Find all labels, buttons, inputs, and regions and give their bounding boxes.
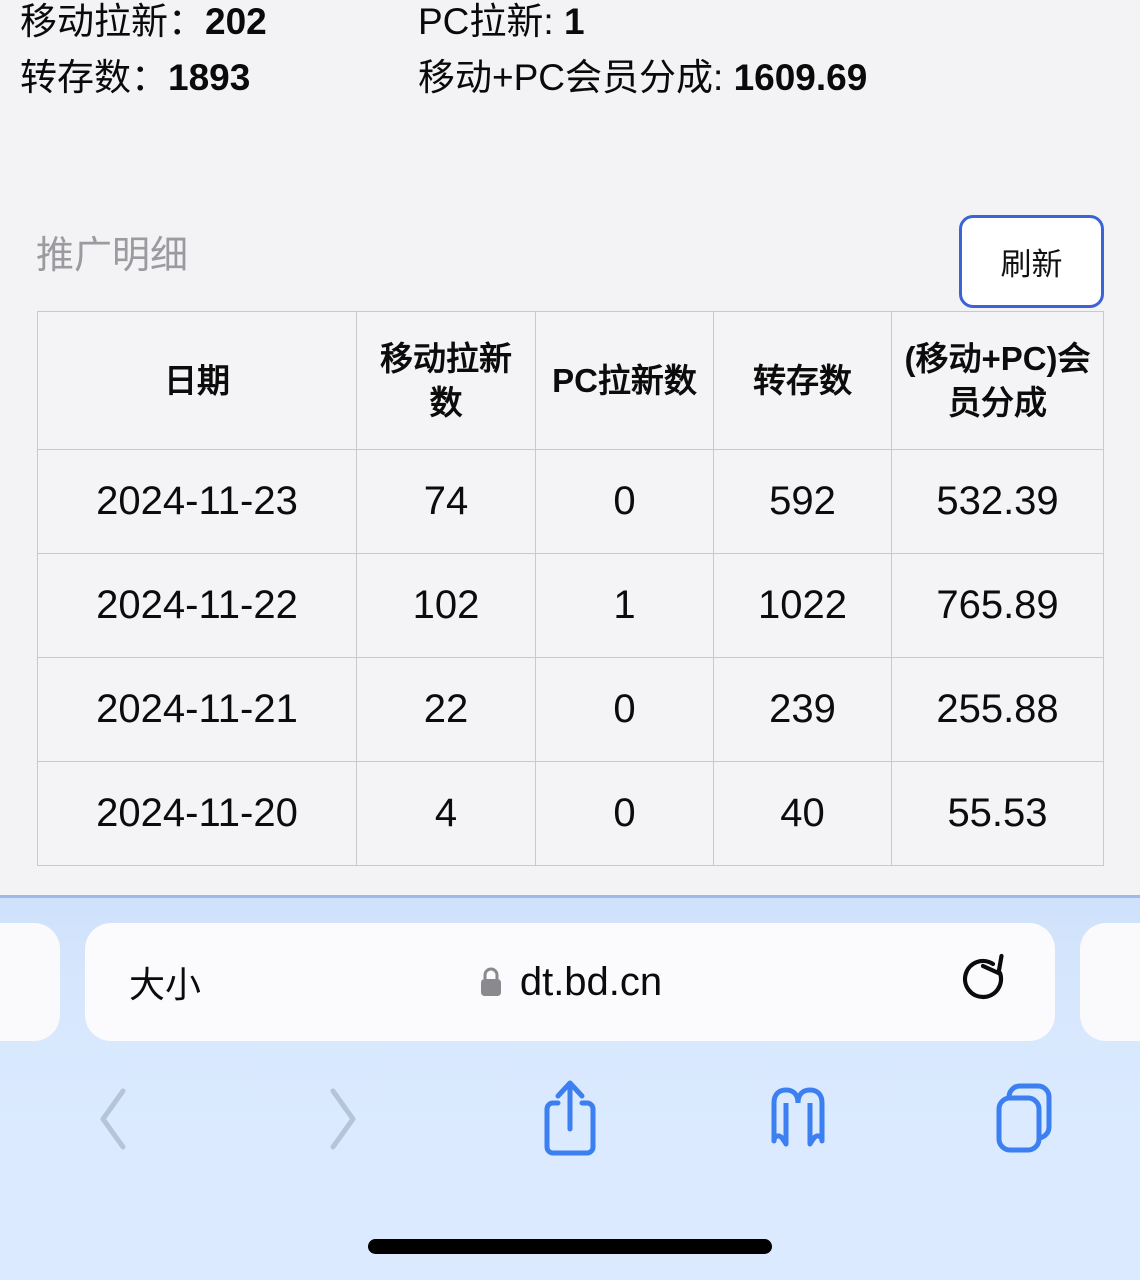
safari-tab-bar: 大小 dt.bd.cn bbox=[0, 923, 1140, 1041]
table-row: 2024-11-20 4 0 40 55.53 bbox=[37, 761, 1104, 866]
summary-stats: 移动拉新：202 PC拉新: 1 转存数：1893 移动+PC会员分成: 160… bbox=[0, 0, 1140, 106]
cell-transfer: 1022 bbox=[713, 553, 892, 658]
cell-mobile-new: 74 bbox=[356, 449, 536, 554]
cell-transfer: 40 bbox=[713, 761, 892, 866]
reload-button[interactable] bbox=[949, 923, 1019, 1041]
stat-pc-new: PC拉新: 1 bbox=[418, 0, 585, 50]
cell-mobile-new: 102 bbox=[356, 553, 536, 658]
cell-pc-new: 0 bbox=[535, 761, 714, 866]
table-head: 日期 移动拉新数 PC拉新数 转存数 (移动+PC)会员分成 bbox=[37, 311, 1104, 450]
cell-mobile-new: 4 bbox=[356, 761, 536, 866]
lock-icon bbox=[478, 965, 504, 999]
table-row: 2024-11-22 102 1 1022 765.89 bbox=[37, 553, 1104, 658]
cell-mobile-new: 22 bbox=[356, 657, 536, 762]
column-header-transfer: 转存数 bbox=[713, 311, 892, 450]
cell-member-share: 55.53 bbox=[891, 761, 1104, 866]
bookmarks-button[interactable] bbox=[684, 1066, 912, 1176]
cell-date: 2024-11-21 bbox=[37, 657, 357, 762]
home-indicator bbox=[368, 1239, 772, 1254]
forward-button[interactable] bbox=[228, 1066, 456, 1176]
cell-member-share: 532.39 bbox=[891, 449, 1104, 554]
cell-member-share: 765.89 bbox=[891, 553, 1104, 658]
column-header-pc-new: PC拉新数 bbox=[535, 311, 714, 450]
page-size-button[interactable]: 大小 bbox=[129, 964, 202, 1005]
stat-member-share-label: 移动+PC会员分成: bbox=[418, 57, 734, 98]
detail-section-header: 推广明细 刷新 bbox=[0, 210, 1140, 310]
refresh-button[interactable]: 刷新 bbox=[959, 215, 1104, 308]
tabs-icon bbox=[989, 1082, 1063, 1161]
column-header-date: 日期 bbox=[37, 311, 357, 450]
safari-browser-chrome: 大小 dt.bd.cn bbox=[0, 895, 1140, 1280]
cell-date: 2024-11-22 bbox=[37, 553, 357, 658]
cell-pc-new: 1 bbox=[535, 553, 714, 658]
stat-transfer-count-label: 转存数： bbox=[20, 57, 168, 98]
column-header-member-share: (移动+PC)会员分成 bbox=[891, 311, 1104, 450]
stat-transfer-count: 转存数：1893 bbox=[20, 50, 250, 106]
safari-toolbar bbox=[0, 1066, 1140, 1176]
column-header-mobile-new: 移动拉新数 bbox=[356, 311, 536, 450]
cell-member-share: 255.88 bbox=[891, 657, 1104, 762]
stat-member-share: 移动+PC会员分成: 1609.69 bbox=[418, 50, 867, 106]
adjacent-tab-right[interactable] bbox=[1080, 923, 1140, 1041]
stat-mobile-new-label: 移动拉新： bbox=[20, 1, 205, 42]
tabs-button[interactable] bbox=[912, 1066, 1140, 1176]
cell-transfer: 592 bbox=[713, 449, 892, 554]
back-button[interactable] bbox=[0, 1066, 228, 1176]
cell-date: 2024-11-23 bbox=[37, 449, 357, 554]
table-header-row: 日期 移动拉新数 PC拉新数 转存数 (移动+PC)会员分成 bbox=[37, 311, 1104, 450]
share-icon bbox=[539, 1077, 601, 1166]
share-button[interactable] bbox=[456, 1066, 684, 1176]
stat-transfer-count-value: 1893 bbox=[168, 57, 251, 98]
forward-chevron-icon bbox=[319, 1083, 365, 1160]
table-row: 2024-11-21 22 0 239 255.88 bbox=[37, 657, 1104, 762]
cell-pc-new: 0 bbox=[535, 449, 714, 554]
webpage-viewport: 移动拉新：202 PC拉新: 1 转存数：1893 移动+PC会员分成: 160… bbox=[0, 0, 1140, 866]
adjacent-tab-left[interactable] bbox=[0, 923, 60, 1041]
bookmarks-icon bbox=[760, 1087, 836, 1156]
stat-pc-new-value: 1 bbox=[563, 1, 585, 42]
promotion-detail-table: 日期 移动拉新数 PC拉新数 转存数 (移动+PC)会员分成 2024-11-2… bbox=[37, 311, 1104, 866]
stat-pc-new-label: PC拉新: bbox=[418, 1, 564, 42]
back-chevron-icon bbox=[91, 1083, 137, 1160]
detail-section-title: 推广明细 bbox=[36, 235, 189, 277]
stat-mobile-new-value: 202 bbox=[205, 1, 267, 42]
summary-row-1: 移动拉新：202 PC拉新: 1 bbox=[0, 0, 1140, 50]
cell-transfer: 239 bbox=[713, 657, 892, 762]
summary-row-2: 转存数：1893 移动+PC会员分成: 1609.69 bbox=[0, 50, 1140, 106]
address-bar-url-region[interactable]: dt.bd.cn bbox=[85, 923, 1055, 1041]
table-body: 2024-11-23 74 0 592 532.39 2024-11-22 10… bbox=[37, 449, 1104, 866]
url-text: dt.bd.cn bbox=[519, 959, 663, 1004]
table-row: 2024-11-23 74 0 592 532.39 bbox=[37, 449, 1104, 554]
cell-pc-new: 0 bbox=[535, 657, 714, 762]
cell-date: 2024-11-20 bbox=[37, 761, 357, 866]
stat-member-share-value: 1609.69 bbox=[733, 57, 868, 98]
stat-mobile-new: 移动拉新：202 bbox=[20, 0, 267, 50]
address-bar[interactable]: 大小 dt.bd.cn bbox=[85, 923, 1055, 1041]
